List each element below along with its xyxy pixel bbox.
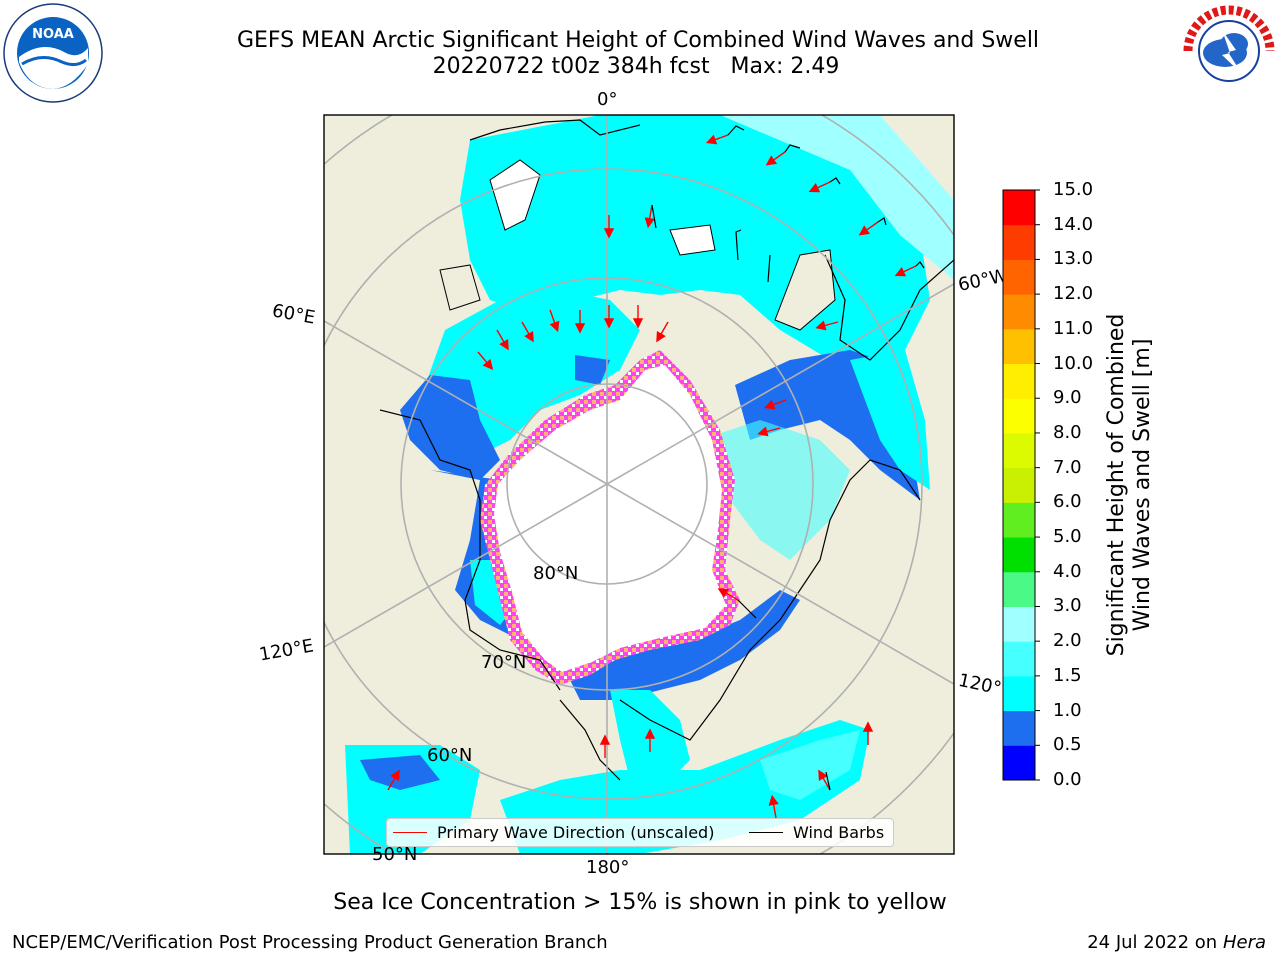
- colorbar-segment: [1003, 502, 1035, 538]
- colorbar: [1002, 189, 1040, 781]
- colorbar-tick-label: 4.0: [1053, 560, 1082, 582]
- colorbar-segment: [1003, 710, 1035, 746]
- colorbar-tick-label: 8.0: [1053, 421, 1082, 443]
- footer-host: Hera: [1222, 932, 1266, 953]
- nws-logo-icon: [1181, 3, 1277, 99]
- colorbar-tick-label: 0.0: [1053, 769, 1082, 790]
- colorbar-frame: [1002, 189, 1036, 781]
- footer-date-text: 24 Jul 2022 on: [1087, 932, 1223, 953]
- map-legend: Primary Wave Direction (unscaled) Wind B…: [386, 818, 894, 847]
- colorbar-segment: [1003, 363, 1035, 399]
- lon-label-180: 180°: [586, 857, 630, 878]
- colorbar-tick-label: 10.0: [1053, 352, 1094, 374]
- colorbar-segment: [1003, 537, 1035, 573]
- lon-label-0: 0°: [597, 89, 618, 110]
- colorbar-title-line2: Wind Waves and Swell [m]: [1130, 338, 1155, 632]
- wind-barb-swatch: [749, 832, 783, 833]
- colorbar-tick-label: 7.0: [1053, 456, 1082, 478]
- lat-label-60: 60°N: [427, 745, 473, 766]
- colorbar-segment: [1003, 467, 1035, 503]
- wind-barbs: [651, 125, 925, 791]
- colorbar-tick-label: 3.0: [1053, 595, 1082, 617]
- colorbar-segment: [1003, 328, 1035, 365]
- colorbar-tick-label: 1.5: [1053, 664, 1082, 686]
- sea-ice-caption: Sea Ice Concentration > 15% is shown in …: [333, 890, 947, 915]
- lat-label-80: 80°N: [533, 563, 579, 584]
- wave-direction-swatch: [393, 832, 427, 833]
- svg-text:NOAA: NOAA: [32, 27, 74, 42]
- colorbar-segment: [1003, 745, 1035, 781]
- colorbar-segment: [1003, 294, 1035, 330]
- chart-subtitle: 20220722 t00z 384h fcst Max: 2.49: [432, 54, 840, 79]
- colorbar-tick-label: 1.0: [1053, 699, 1082, 721]
- legend-barb-label: Wind Barbs: [793, 823, 885, 842]
- colorbar-tick-label: 14.0: [1053, 213, 1094, 235]
- colorbar-tick-label: 6.0: [1053, 491, 1082, 513]
- colorbar-tick-label: 11.0: [1053, 317, 1094, 339]
- colorbar-tick-label: 2.0: [1053, 630, 1082, 652]
- wave-arrows: [387, 134, 917, 819]
- colorbar-tick-label: 9.0: [1053, 387, 1082, 409]
- lat-label-70: 70°N: [481, 652, 527, 673]
- colorbar-segment: [1003, 675, 1035, 712]
- legend-wave-label: Primary Wave Direction (unscaled): [437, 823, 715, 842]
- colorbar-tick-label: 13.0: [1053, 248, 1094, 270]
- colorbar-segment: [1003, 259, 1035, 295]
- colorbar-tick-label: 5.0: [1053, 526, 1082, 548]
- colorbar-segment: [1003, 606, 1035, 642]
- footer-date: 24 Jul 2022 on Hera: [1087, 932, 1266, 953]
- colorbar-segment: [1003, 190, 1035, 226]
- colorbar-tick-label: 0.5: [1053, 734, 1082, 756]
- colorbar-segment: [1003, 432, 1035, 469]
- colorbar-segment: [1003, 224, 1035, 260]
- chart-title: GEFS MEAN Arctic Significant Height of C…: [236, 28, 1040, 53]
- colorbar-segment: [1003, 571, 1035, 607]
- lat-label-50: 50°N: [372, 844, 418, 865]
- colorbar-segment: [1003, 398, 1035, 434]
- noaa-logo-icon: NOAA: [3, 3, 103, 103]
- footer-branch: NCEP/EMC/Verification Post Processing Pr…: [12, 932, 608, 953]
- colorbar-tick-label: 15.0: [1053, 179, 1094, 200]
- colorbar-title-line1: Significant Height of Combined: [1104, 313, 1129, 657]
- colorbar-segment: [1003, 641, 1035, 677]
- colorbar-tick-label: 12.0: [1053, 283, 1094, 305]
